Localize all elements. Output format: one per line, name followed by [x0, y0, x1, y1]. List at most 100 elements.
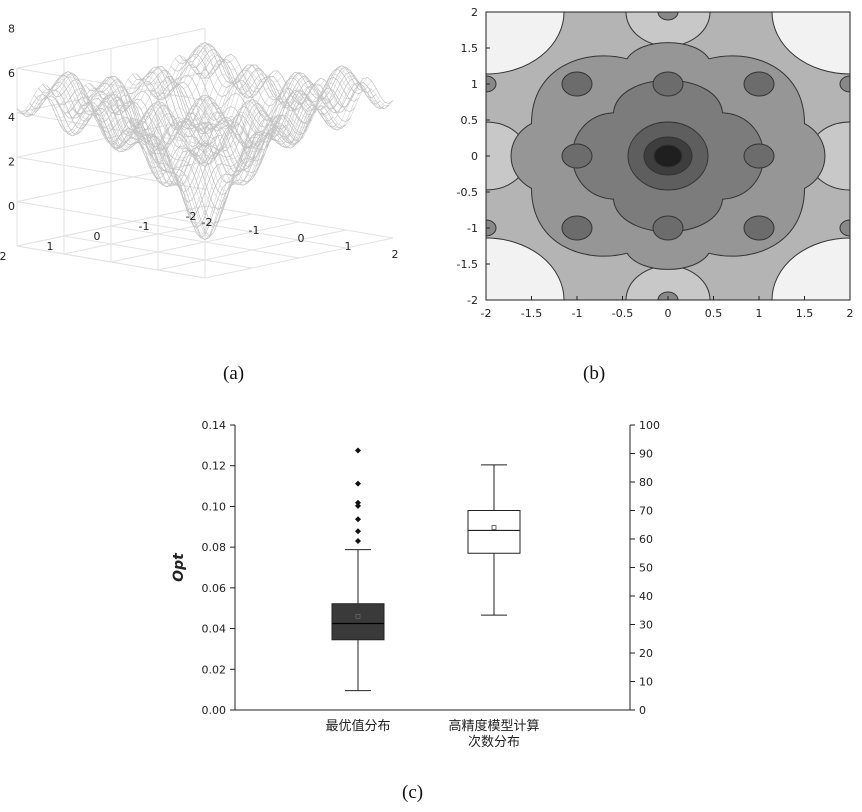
right-tick-label: 20	[639, 647, 653, 660]
mesh-line	[145, 86, 334, 185]
x-tick-label: -2	[481, 307, 492, 320]
left-tick-label: 0.02	[202, 663, 227, 676]
right-tick-label: 90	[639, 448, 653, 461]
outlier-point	[355, 447, 361, 454]
mesh-line	[106, 96, 295, 237]
contour-local-minimum	[743, 71, 775, 97]
box-plot-panel: 0.00 0.02 0.04 0.06 0.08 0.10 0.12 0.14 0 10 20 30 4…	[160, 415, 680, 760]
mesh-line	[85, 64, 274, 178]
contour-corner-high	[771, 237, 850, 300]
contour-corner-high	[486, 237, 565, 300]
x-tick-label: 2	[392, 248, 399, 261]
z-tick-label: 2	[8, 156, 15, 169]
contour-local-minimum	[561, 143, 593, 169]
mesh-line	[93, 70, 283, 197]
x-tick-label: 0	[298, 232, 305, 245]
y-tick-label: 0	[471, 150, 478, 163]
wall-gridline	[16, 201, 206, 235]
y-tick-label: 2	[0, 250, 7, 263]
contour-corner-high	[771, 12, 850, 75]
left-tick-label: 0.10	[202, 500, 227, 513]
mesh-line	[183, 68, 372, 129]
outlier-point	[355, 538, 361, 545]
mesh-line	[98, 78, 287, 211]
outlier-point	[355, 480, 361, 487]
y-tick-label: -2	[467, 294, 478, 307]
category-label: 高精度模型计算	[448, 718, 539, 734]
mesh-line	[200, 90, 389, 149]
contour-local-minimum	[561, 215, 593, 241]
box-body	[467, 510, 521, 554]
mesh-line	[25, 59, 214, 119]
mesh-line	[102, 88, 291, 226]
caption-a: (a)	[223, 363, 245, 384]
surface-plot-panel: 0 2 4 6 8 -2 -1 0 1 2 -2 -1 0 1 2	[0, 0, 430, 325]
surface-plot: 0 2 4 6 8 -2 -1 0 1 2 -2 -1 0 1 2	[0, 22, 399, 279]
z-tick-label: 8	[8, 22, 15, 35]
wall-gridline	[16, 161, 206, 203]
right-tick-label: 60	[639, 533, 653, 546]
y-tick-label: -1	[467, 222, 478, 235]
x-tick-label: -1	[572, 307, 583, 320]
y-tick-label: 2	[471, 6, 478, 19]
mesh-line	[110, 99, 300, 241]
right-tick-label: 100	[639, 419, 660, 432]
mesh-line	[46, 45, 236, 110]
y-tick-label: 1	[471, 78, 478, 91]
x-tick-label: 2	[847, 307, 854, 320]
mesh-line	[63, 80, 253, 161]
wall-gridline	[16, 27, 206, 69]
surface-mesh	[16, 42, 394, 241]
contour-plot: -2 -1.5 -1 -0.5 0 0.5 1 1.5 2 -2 -1.5 -1 -0.5 0 0.5 1 1.…	[457, 6, 854, 320]
left-tick-label: 0.12	[202, 460, 227, 473]
mesh-line	[119, 91, 308, 229]
mesh-line	[127, 75, 317, 202]
floor-gridline	[204, 237, 394, 279]
right-tick-label: 80	[639, 476, 653, 489]
mesh-line	[192, 83, 381, 143]
x-tick-label: -1.5	[521, 307, 542, 320]
wall-gridline	[16, 245, 206, 279]
mesh-line	[51, 53, 240, 121]
contour-corner-high	[486, 12, 565, 75]
y-tick-label: 0	[94, 230, 101, 243]
mesh-line	[21, 59, 210, 119]
left-tick-label: 0.08	[202, 541, 227, 554]
right-tick-label: 50	[639, 562, 653, 575]
contour-edge-minimum	[839, 219, 850, 237]
right-tick-label: 40	[639, 590, 653, 603]
contour-edge-minimum	[657, 12, 679, 21]
contour-local-minimum	[743, 143, 775, 169]
left-tick-label: 0.14	[202, 419, 227, 432]
contour-edge-minimum	[486, 75, 497, 93]
right-tick-label: 0	[639, 704, 646, 717]
x-tick-label: -0.5	[612, 307, 633, 320]
mesh-line	[132, 72, 321, 192]
left-tick-label: 0.00	[202, 704, 227, 717]
y-tick-label: -2	[186, 210, 197, 223]
contour-local-minimum	[561, 71, 593, 97]
y-tick-label: -1	[139, 220, 150, 233]
mesh-line	[55, 63, 244, 135]
x-tick-label: 1	[756, 307, 763, 320]
x-tick-label: -1	[249, 224, 260, 237]
left-tick-label: 0.06	[202, 582, 227, 595]
mesh-line	[140, 78, 330, 185]
right-tick-label: 30	[639, 619, 653, 632]
mesh-line	[33, 49, 223, 109]
outlier-point	[355, 528, 361, 535]
outlier-point	[355, 516, 361, 523]
right-tick-label: 10	[639, 676, 653, 689]
mesh-line	[187, 75, 377, 135]
x-tick-label: 0	[665, 307, 672, 320]
floor-gridline	[157, 229, 347, 271]
contour-edge-minimum	[486, 219, 497, 237]
category-label: 次数分布	[468, 734, 520, 750]
box-1	[331, 447, 385, 692]
mesh-line	[59, 73, 248, 149]
y-tick-label: 1	[47, 240, 54, 253]
z-tick-label: 6	[8, 67, 15, 80]
right-tick-label: 70	[639, 505, 653, 518]
x-tick-label: 1.5	[796, 307, 814, 320]
mesh-line	[16, 54, 206, 113]
